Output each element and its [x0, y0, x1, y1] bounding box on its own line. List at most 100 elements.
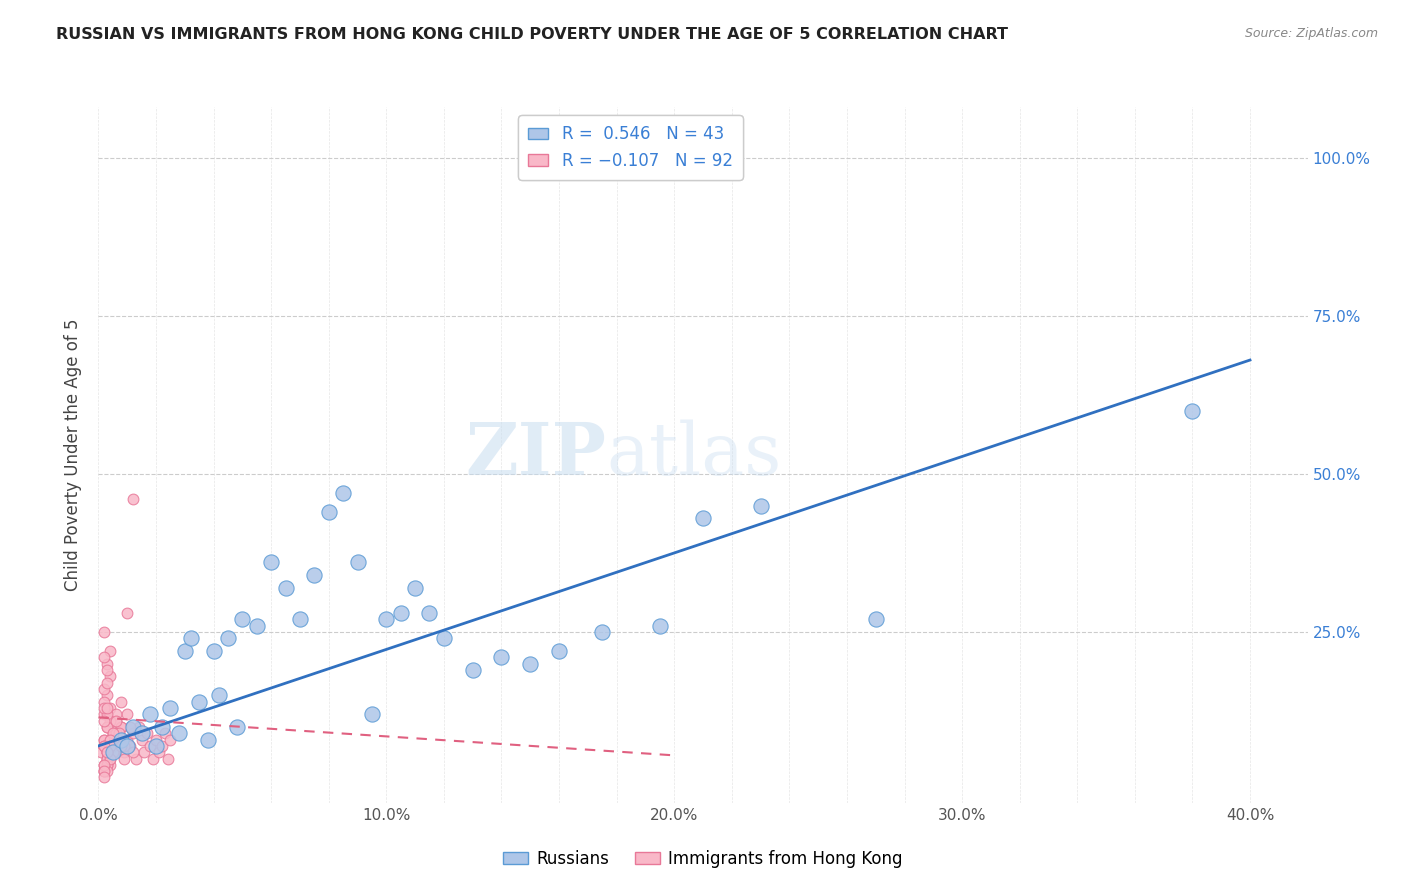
Point — [112, 751, 135, 765]
Point — [332, 486, 354, 500]
Point — [461, 663, 484, 677]
Point — [134, 745, 156, 759]
Point — [93, 707, 115, 722]
Point — [104, 745, 127, 759]
Point — [101, 745, 124, 759]
Point — [142, 751, 165, 765]
Point — [101, 726, 124, 740]
Point — [188, 695, 211, 709]
Point — [167, 726, 190, 740]
Point — [98, 739, 121, 753]
Point — [101, 745, 124, 759]
Point — [318, 505, 340, 519]
Point — [110, 695, 132, 709]
Point — [375, 612, 398, 626]
Point — [98, 644, 121, 658]
Point — [120, 720, 142, 734]
Point — [159, 732, 181, 747]
Point — [93, 732, 115, 747]
Point — [93, 764, 115, 779]
Point — [202, 644, 225, 658]
Point — [692, 511, 714, 525]
Point — [93, 714, 115, 728]
Point — [112, 739, 135, 753]
Point — [153, 726, 176, 740]
Point — [96, 720, 118, 734]
Text: Source: ZipAtlas.com: Source: ZipAtlas.com — [1244, 27, 1378, 40]
Point — [145, 732, 167, 747]
Point — [98, 701, 121, 715]
Point — [548, 644, 571, 658]
Point — [98, 757, 121, 772]
Point — [648, 618, 671, 632]
Point — [107, 732, 129, 747]
Point — [110, 720, 132, 734]
Point — [96, 764, 118, 779]
Point — [865, 612, 887, 626]
Point — [120, 739, 142, 753]
Point — [107, 726, 129, 740]
Point — [93, 625, 115, 640]
Point — [115, 707, 138, 722]
Point — [131, 732, 153, 747]
Point — [98, 751, 121, 765]
Point — [93, 695, 115, 709]
Point — [159, 701, 181, 715]
Point — [101, 732, 124, 747]
Point — [93, 771, 115, 785]
Point — [749, 499, 772, 513]
Text: ZIP: ZIP — [465, 419, 606, 491]
Point — [1181, 403, 1204, 417]
Point — [519, 657, 541, 671]
Point — [93, 764, 115, 779]
Point — [96, 663, 118, 677]
Point — [433, 632, 456, 646]
Point — [225, 720, 247, 734]
Point — [246, 618, 269, 632]
Point — [96, 688, 118, 702]
Point — [96, 720, 118, 734]
Point — [150, 720, 173, 734]
Point — [122, 726, 145, 740]
Point — [122, 492, 145, 507]
Legend: Russians, Immigrants from Hong Kong: Russians, Immigrants from Hong Kong — [496, 844, 910, 875]
Point — [98, 732, 121, 747]
Point — [107, 732, 129, 747]
Point — [104, 714, 127, 728]
Point — [197, 732, 219, 747]
Point — [104, 726, 127, 740]
Point — [98, 732, 121, 747]
Y-axis label: Child Poverty Under the Age of 5: Child Poverty Under the Age of 5 — [63, 318, 82, 591]
Point — [98, 739, 121, 753]
Point — [98, 669, 121, 683]
Point — [93, 701, 115, 715]
Point — [260, 556, 283, 570]
Point — [93, 757, 115, 772]
Point — [231, 612, 253, 626]
Text: RUSSIAN VS IMMIGRANTS FROM HONG KONG CHILD POVERTY UNDER THE AGE OF 5 CORRELATIO: RUSSIAN VS IMMIGRANTS FROM HONG KONG CHI… — [56, 27, 1008, 42]
Point — [217, 632, 239, 646]
Point — [93, 650, 115, 665]
Point — [150, 739, 173, 753]
Point — [112, 745, 135, 759]
Point — [304, 568, 326, 582]
Point — [107, 726, 129, 740]
Point — [208, 688, 231, 702]
Point — [139, 739, 162, 753]
Point — [491, 650, 513, 665]
Point — [110, 739, 132, 753]
Point — [131, 726, 153, 740]
Point — [136, 726, 159, 740]
Point — [96, 657, 118, 671]
Point — [361, 707, 384, 722]
Point — [125, 751, 148, 765]
Point — [93, 681, 115, 696]
Point — [90, 745, 112, 759]
Point — [96, 745, 118, 759]
Point — [98, 739, 121, 753]
Point — [122, 745, 145, 759]
Point — [591, 625, 613, 640]
Point — [101, 726, 124, 740]
Point — [101, 739, 124, 753]
Text: atlas: atlas — [606, 419, 782, 491]
